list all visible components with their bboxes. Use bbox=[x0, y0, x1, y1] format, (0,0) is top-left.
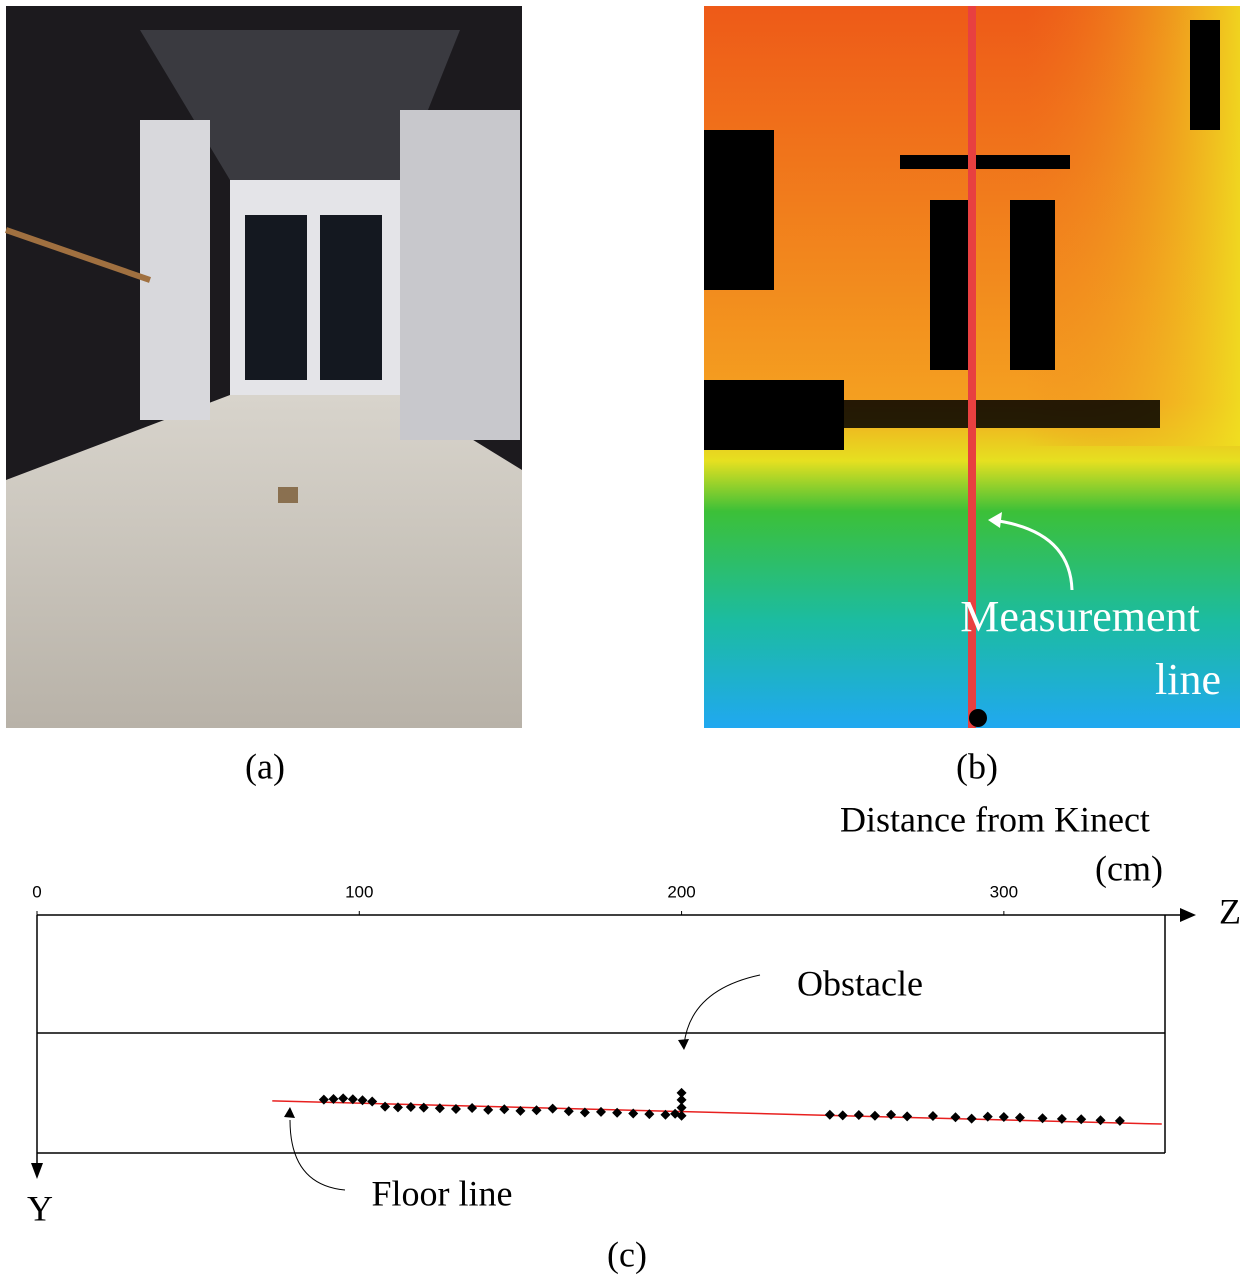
data-point bbox=[1014, 1112, 1025, 1123]
data-point bbox=[405, 1102, 416, 1113]
axis-name: Z bbox=[1219, 891, 1241, 931]
data-point bbox=[676, 1102, 687, 1113]
annotation: Floor line bbox=[372, 1173, 513, 1213]
data-point bbox=[982, 1111, 993, 1122]
arrow bbox=[284, 1107, 295, 1118]
data-point bbox=[644, 1109, 655, 1120]
data-point bbox=[676, 1110, 687, 1121]
arrow bbox=[1180, 908, 1196, 922]
data-point bbox=[338, 1093, 349, 1104]
axis-title: Distance from Kinect bbox=[840, 799, 1150, 839]
data-point bbox=[628, 1108, 639, 1119]
photo-a bbox=[5, 6, 522, 728]
data-point bbox=[499, 1104, 510, 1115]
data-point bbox=[998, 1111, 1009, 1122]
data-point bbox=[902, 1111, 913, 1122]
data-point bbox=[434, 1103, 445, 1114]
data-point bbox=[1056, 1113, 1067, 1124]
data-point bbox=[483, 1104, 494, 1115]
data-point bbox=[547, 1103, 558, 1114]
data-point bbox=[676, 1087, 687, 1098]
data-point bbox=[927, 1111, 938, 1122]
panel-label: (b) bbox=[956, 746, 998, 786]
axis-title: (cm) bbox=[1095, 848, 1163, 888]
data-point bbox=[579, 1107, 590, 1118]
annotation: Obstacle bbox=[797, 963, 923, 1003]
data-point bbox=[1076, 1114, 1087, 1125]
data-point bbox=[676, 1094, 687, 1105]
data-point bbox=[392, 1102, 403, 1113]
data-point bbox=[467, 1102, 478, 1113]
data-point bbox=[450, 1103, 461, 1114]
data-point bbox=[563, 1106, 574, 1117]
data-point bbox=[531, 1105, 542, 1116]
depth-image bbox=[704, 6, 1240, 728]
data-point bbox=[318, 1094, 329, 1105]
x-tick-label: 200 bbox=[667, 882, 695, 901]
data-point bbox=[418, 1102, 429, 1113]
x-tick-label: 0 bbox=[32, 882, 41, 901]
floor-line bbox=[272, 1100, 1162, 1125]
data-point bbox=[660, 1109, 671, 1120]
data-point bbox=[596, 1106, 606, 1117]
data-point bbox=[966, 1113, 977, 1124]
data-point bbox=[824, 1109, 835, 1120]
data-point bbox=[837, 1110, 848, 1121]
data-point bbox=[1114, 1115, 1125, 1126]
data-point bbox=[347, 1094, 358, 1105]
panel-label: (a) bbox=[245, 746, 285, 786]
data-point bbox=[612, 1107, 623, 1118]
arrow bbox=[31, 1163, 43, 1179]
data-point bbox=[328, 1093, 339, 1104]
data-point bbox=[380, 1101, 391, 1112]
annotation: line bbox=[1155, 655, 1221, 704]
data-point bbox=[357, 1095, 368, 1106]
data-point bbox=[869, 1110, 880, 1121]
plot-frame bbox=[36, 914, 1180, 1191]
panel-label: (c) bbox=[607, 1234, 647, 1274]
data-point bbox=[950, 1112, 961, 1123]
annotation: Measurement bbox=[960, 592, 1199, 641]
x-tick-label: 100 bbox=[345, 882, 373, 901]
arrow bbox=[678, 1039, 689, 1050]
data-point bbox=[886, 1109, 897, 1120]
data-point bbox=[367, 1096, 378, 1107]
axis-name: Y bbox=[27, 1188, 53, 1228]
data-point bbox=[853, 1110, 864, 1121]
x-tick-label: 300 bbox=[990, 882, 1018, 901]
data-point bbox=[1095, 1115, 1106, 1126]
data-point bbox=[515, 1105, 526, 1116]
data-point bbox=[1037, 1113, 1048, 1124]
